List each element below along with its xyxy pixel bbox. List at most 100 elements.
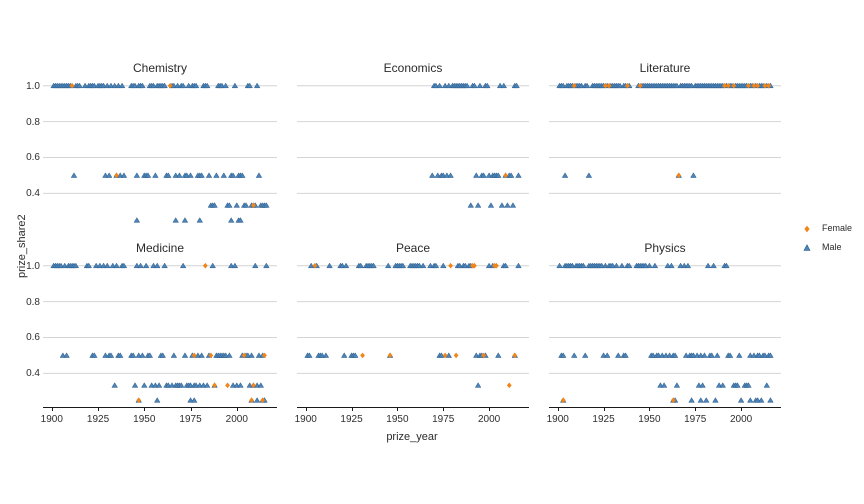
data-point-male (155, 382, 163, 388)
data-point-female (766, 82, 772, 89)
x-tick-label: 1925 (86, 414, 110, 425)
data-point-male (719, 382, 727, 388)
x-tick-mark (144, 407, 146, 411)
data-point-male (474, 382, 482, 388)
legend-label-male: Male (822, 242, 842, 252)
data-point-male (118, 82, 126, 89)
data-point-male (161, 82, 168, 89)
data-point-male (622, 352, 629, 358)
data-point-male (660, 382, 668, 388)
data-point-male (253, 82, 261, 89)
data-point-male (507, 172, 515, 178)
data-point-male (487, 202, 495, 208)
data-point-male (159, 352, 167, 358)
data-point-male (515, 262, 522, 269)
data-point-male (72, 262, 80, 269)
data-point-male (570, 352, 578, 358)
data-point-male (246, 82, 253, 89)
data-point-male (253, 397, 261, 403)
data-point-male (697, 397, 705, 403)
data-point-male (165, 172, 172, 178)
data-point-male (473, 172, 480, 178)
data-point-male (463, 82, 471, 89)
data-point-male (233, 202, 241, 208)
data-point-male (146, 352, 154, 358)
data-point-male (263, 202, 270, 208)
data-point-male (447, 172, 454, 178)
legend-entry-male: Male (796, 239, 862, 258)
data-point-male (583, 82, 591, 89)
data-point-male (704, 262, 712, 269)
data-point-male (170, 352, 178, 358)
facet-title-physics: Physics (644, 241, 686, 255)
data-point-female (731, 82, 737, 89)
data-point-male (432, 262, 440, 269)
x-tick-label: 1900 (294, 414, 317, 425)
data-point-female (722, 82, 728, 89)
x-axis-line (297, 407, 529, 408)
legend-entry-female: Female (796, 220, 862, 239)
legend: Female Male (796, 220, 862, 258)
data-point-male (513, 82, 520, 89)
data-point-male (342, 262, 350, 269)
data-point-male (226, 352, 233, 358)
data-point-female (571, 82, 577, 89)
data-point-male (559, 352, 567, 358)
legend-label-female: Female (822, 223, 853, 233)
data-point-male (419, 262, 427, 269)
data-point-male (500, 82, 508, 89)
data-point-male (726, 352, 734, 358)
x-tick-mark (557, 407, 559, 411)
data-point-male (429, 172, 436, 178)
y-tick-label: 0.4 (26, 368, 40, 380)
data-point-male (120, 172, 128, 178)
data-point-male (385, 262, 392, 269)
facet-panel-physics (549, 262, 781, 404)
data-point-male (133, 172, 141, 178)
data-point-female (260, 397, 266, 404)
data-point-male (172, 217, 179, 223)
data-point-male (111, 382, 118, 388)
data-point-male (651, 262, 659, 269)
data-point-male (603, 352, 611, 358)
data-point-male (203, 382, 211, 388)
x-tick-label: 1925 (592, 414, 615, 425)
data-point-male (690, 172, 697, 178)
data-point-male (255, 172, 263, 178)
data-point-male (712, 397, 719, 403)
x-tick-mark (695, 407, 697, 411)
data-point-female (360, 352, 365, 359)
data-point-female (625, 82, 630, 89)
data-point-male (684, 262, 692, 269)
data-point-male (370, 262, 377, 269)
data-point-male (668, 262, 675, 269)
data-point-male (263, 262, 270, 269)
data-point-male (502, 262, 509, 269)
data-point-male (614, 352, 622, 358)
data-point-female (249, 397, 254, 404)
x-tick-mark (741, 407, 743, 411)
data-point-male (703, 397, 710, 403)
x-tick-mark (98, 407, 100, 411)
x-tick-mark (649, 407, 651, 411)
data-point-male (763, 382, 771, 388)
data-point-male (129, 352, 137, 358)
data-point-male (142, 262, 150, 269)
x-tick-mark (443, 407, 445, 411)
data-point-male (196, 217, 204, 223)
x-tick-label: 1925 (340, 414, 363, 425)
data-point-male (467, 202, 475, 208)
data-point-male (498, 202, 506, 208)
data-point-male (480, 172, 487, 178)
y-tick-label: 0.8 (26, 296, 40, 308)
data-point-male (139, 82, 146, 89)
x-tick-label: 2000 (225, 414, 248, 425)
data-point-male (226, 202, 233, 208)
data-point-male (476, 82, 484, 89)
data-point-male (237, 382, 244, 388)
data-point-female (312, 262, 318, 269)
data-point-male (436, 82, 443, 89)
data-point-male (701, 352, 708, 358)
data-point-male (736, 352, 743, 358)
data-point-male (495, 172, 502, 178)
